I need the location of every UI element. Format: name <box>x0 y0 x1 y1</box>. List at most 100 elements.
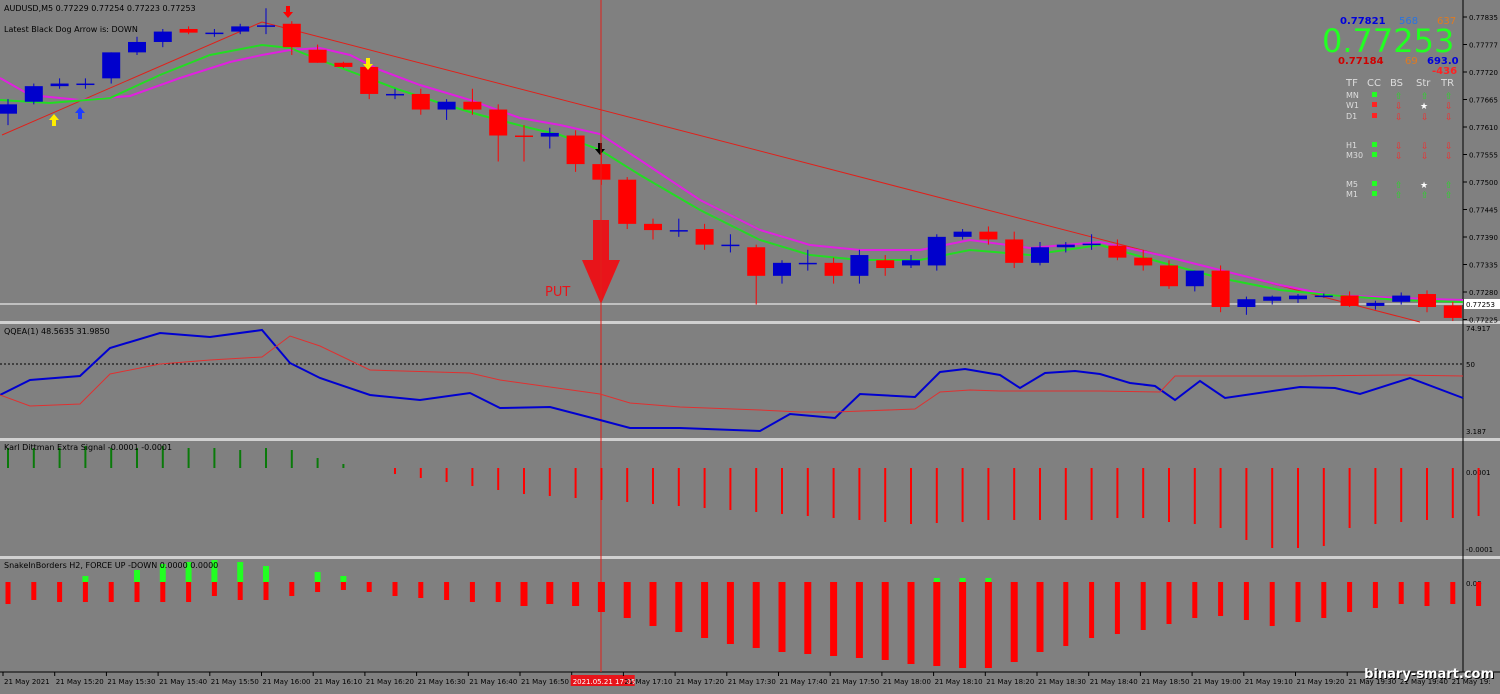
snake-down-bar <box>1450 582 1456 604</box>
price-axis-label: 0.77280 <box>1469 289 1498 297</box>
price-axis-label: 0.77665 <box>1469 97 1498 105</box>
candle-bull <box>1031 247 1049 263</box>
snake-down-bar <box>701 582 709 638</box>
candle-bear <box>1443 305 1462 318</box>
candle-bull <box>24 86 43 102</box>
dashboard-header: TR <box>1440 78 1454 89</box>
dashboard-cc-box <box>1372 102 1377 107</box>
snake-down-bar <box>57 582 63 602</box>
qqea-title: QQEA(1) 48.5635 31.9850 <box>4 327 110 336</box>
snake-down-bar <box>263 582 269 600</box>
time-axis-label: 21 May 19: <box>1452 678 1491 686</box>
snake-down-bar <box>469 582 475 602</box>
snake-up-bar <box>185 562 192 582</box>
snake-down-bar <box>392 582 398 596</box>
snake-up-bar <box>959 578 966 582</box>
sell-arrow-icon <box>283 6 293 18</box>
snake-down-bar <box>623 582 631 618</box>
ma-slow <box>0 46 1464 301</box>
candle-bull <box>1082 243 1101 246</box>
time-axis-label: 21 May 16:50 <box>521 678 569 686</box>
candle-bull <box>231 26 250 32</box>
snake-up-bar <box>211 560 218 582</box>
arrow-down-icon: ⇩ <box>1395 113 1403 123</box>
snake-axis-label: 0.00 <box>1466 580 1482 588</box>
candle-bull <box>1185 270 1204 287</box>
snake-down-bar <box>289 582 295 596</box>
snake-down-bar <box>1218 582 1224 616</box>
snake-down-bar <box>1398 582 1404 604</box>
time-axis-label: 21 May 18:40 <box>1090 678 1138 686</box>
snake-down-bar <box>366 582 372 592</box>
dashboard-value: 693.0 <box>1427 56 1459 67</box>
time-axis-label: 21 May 18:20 <box>986 678 1034 686</box>
snake-down-bar <box>959 582 967 668</box>
snake-up-bar <box>263 566 269 582</box>
snake-down-bar <box>237 582 243 600</box>
candle-bear <box>515 135 533 138</box>
price-axis-label: 0.77500 <box>1469 179 1498 187</box>
snake-down-bar <box>984 582 992 668</box>
candle-bear <box>411 93 430 110</box>
candle-bull <box>0 104 17 114</box>
candle-bull <box>1289 295 1307 300</box>
snake-up-bar <box>985 578 992 582</box>
snake-down-bar <box>1063 582 1069 646</box>
candle-bear <box>618 179 637 224</box>
arrow-up-icon: ⇧ <box>1395 92 1403 102</box>
snake-down-bar <box>134 582 140 602</box>
arrow-up-icon: ⇧ <box>1395 191 1403 201</box>
candle-bull <box>386 93 404 96</box>
arrow-down-icon: ⇩ <box>1395 142 1403 152</box>
price-axis-label: 0.77225 <box>1469 317 1498 325</box>
candle-bull <box>1263 296 1282 301</box>
qqea-line <box>0 328 1464 433</box>
snake-down-bar <box>418 582 424 598</box>
snake-title: SnakeInBorders H2, FORCE UP -DOWN 0.0000… <box>4 561 219 570</box>
snake-down-bar <box>907 582 915 664</box>
candle-bear <box>1005 239 1024 263</box>
candle-bull <box>669 230 688 232</box>
dashboard-cc-box <box>1372 142 1377 147</box>
time-axis-label: 21 May 15:30 <box>107 678 155 686</box>
dashboard-header: CC <box>1367 78 1381 89</box>
arrow-up-icon: ⇧ <box>1445 191 1453 201</box>
snake-down-bar <box>778 582 786 652</box>
candle-bear <box>179 28 198 33</box>
chart-title: AUDUSD,M5 0.77229 0.77254 0.77223 0.7725… <box>4 4 196 13</box>
sell-arrow-icon <box>595 143 605 155</box>
time-axis-label: 21 May 16:10 <box>314 678 362 686</box>
price-axis-label: 0.77555 <box>1469 152 1498 160</box>
price-axis-label: 0.77445 <box>1469 207 1498 215</box>
snake-up-bar <box>314 572 321 582</box>
buy-arrow-icon <box>75 107 85 119</box>
time-axis-label: 21 May 16:20 <box>366 678 414 686</box>
snake-down-bar <box>520 582 528 606</box>
snake-down-bar <box>1321 582 1327 618</box>
candle-bear <box>1108 245 1127 258</box>
dashboard-value: 0.77184 <box>1338 56 1384 67</box>
dashboard-timeframe: MN <box>1346 91 1359 100</box>
candle-bull <box>257 25 275 27</box>
star-icon: ★ <box>1420 181 1428 191</box>
candle-bear <box>334 62 353 67</box>
time-axis-label: 21 May 19:30 <box>1348 678 1396 686</box>
snake-down-bar <box>186 582 192 602</box>
time-axis-label: 21 May 19:10 <box>1245 678 1293 686</box>
snake-down-bar <box>444 582 450 600</box>
arrow-status-label: Latest Black Dog Arrow is: DOWN <box>4 25 138 34</box>
candle-bull <box>850 255 869 276</box>
snake-down-bar <box>855 582 863 658</box>
dashboard-cc-box <box>1372 181 1377 186</box>
time-axis-label: 21 May 16:30 <box>418 678 466 686</box>
buy-arrow-icon <box>49 114 59 126</box>
qqea-signal-line <box>0 335 1464 413</box>
dashboard-timeframe: M1 <box>1346 190 1358 199</box>
snake-down-bar <box>315 582 321 592</box>
candle-bear <box>360 66 379 94</box>
candle-bear <box>695 229 714 245</box>
time-axis-label: 21 May 18:50 <box>1141 678 1189 686</box>
snake-down-bar <box>1010 582 1018 662</box>
